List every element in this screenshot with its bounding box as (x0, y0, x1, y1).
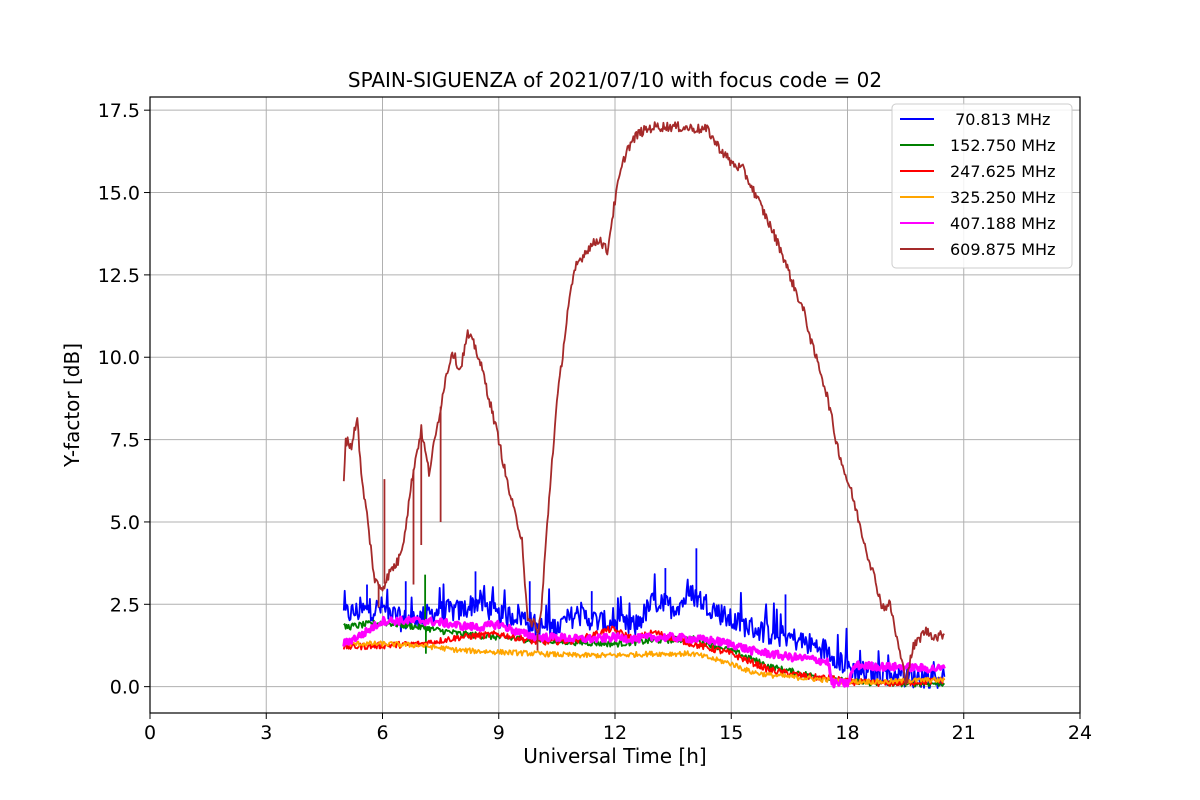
legend-label: 407.188 MHz (950, 214, 1055, 233)
series-0 (342, 548, 946, 689)
x-tick-label: 0 (144, 722, 156, 744)
x-tick-label: 9 (493, 722, 505, 744)
y-tick-label: 17.5 (98, 100, 140, 122)
axis-ticks: 0 3 6 9 12 15 18 21 24 0.0 2.5 5.0 7.5 10.0 12.5 15.0 17… (98, 100, 1092, 744)
y-tick-label: 10.0 (98, 347, 140, 369)
x-tick-label: 15 (719, 722, 743, 744)
x-tick-label: 12 (603, 722, 627, 744)
chart-title: SPAIN-SIGUENZA of 2021/07/10 with focus … (348, 68, 882, 92)
x-tick-label: 3 (260, 722, 272, 744)
series-line (342, 615, 946, 689)
y-tick-label: 5.0 (110, 512, 140, 534)
y-tick-label: 15.0 (98, 183, 140, 205)
x-tick-label: 24 (1068, 722, 1092, 744)
legend-label: 609.875 MHz (950, 240, 1055, 259)
x-tick-label: 21 (952, 722, 976, 744)
legend: 70.813 MHz 152.750 MHz 247.625 MHz 325.250 … (891, 103, 1073, 269)
y-tick-label: 0.0 (110, 677, 140, 699)
grid (149, 97, 1081, 713)
y-axis-label: Y-factor [dB] (60, 343, 84, 468)
legend-label: 70.813 MHz (950, 110, 1050, 129)
legend-label: 325.250 MHz (950, 188, 1055, 207)
legend-label: 152.750 MHz (950, 136, 1055, 155)
series-line (342, 121, 945, 686)
series-4 (342, 615, 946, 689)
series-lines (342, 121, 946, 689)
series-line (342, 573, 946, 689)
legend-label: 247.625 MHz (950, 162, 1055, 181)
x-axis-label: Universal Time [h] (523, 744, 706, 768)
legend-box (891, 103, 1073, 269)
y-tick-label: 12.5 (98, 265, 140, 287)
series-5 (342, 121, 945, 686)
y-tick-label: 2.5 (110, 594, 140, 616)
x-tick-label: 6 (376, 722, 388, 744)
y-tick-label: 7.5 (110, 430, 140, 452)
x-tick-label: 18 (835, 722, 859, 744)
